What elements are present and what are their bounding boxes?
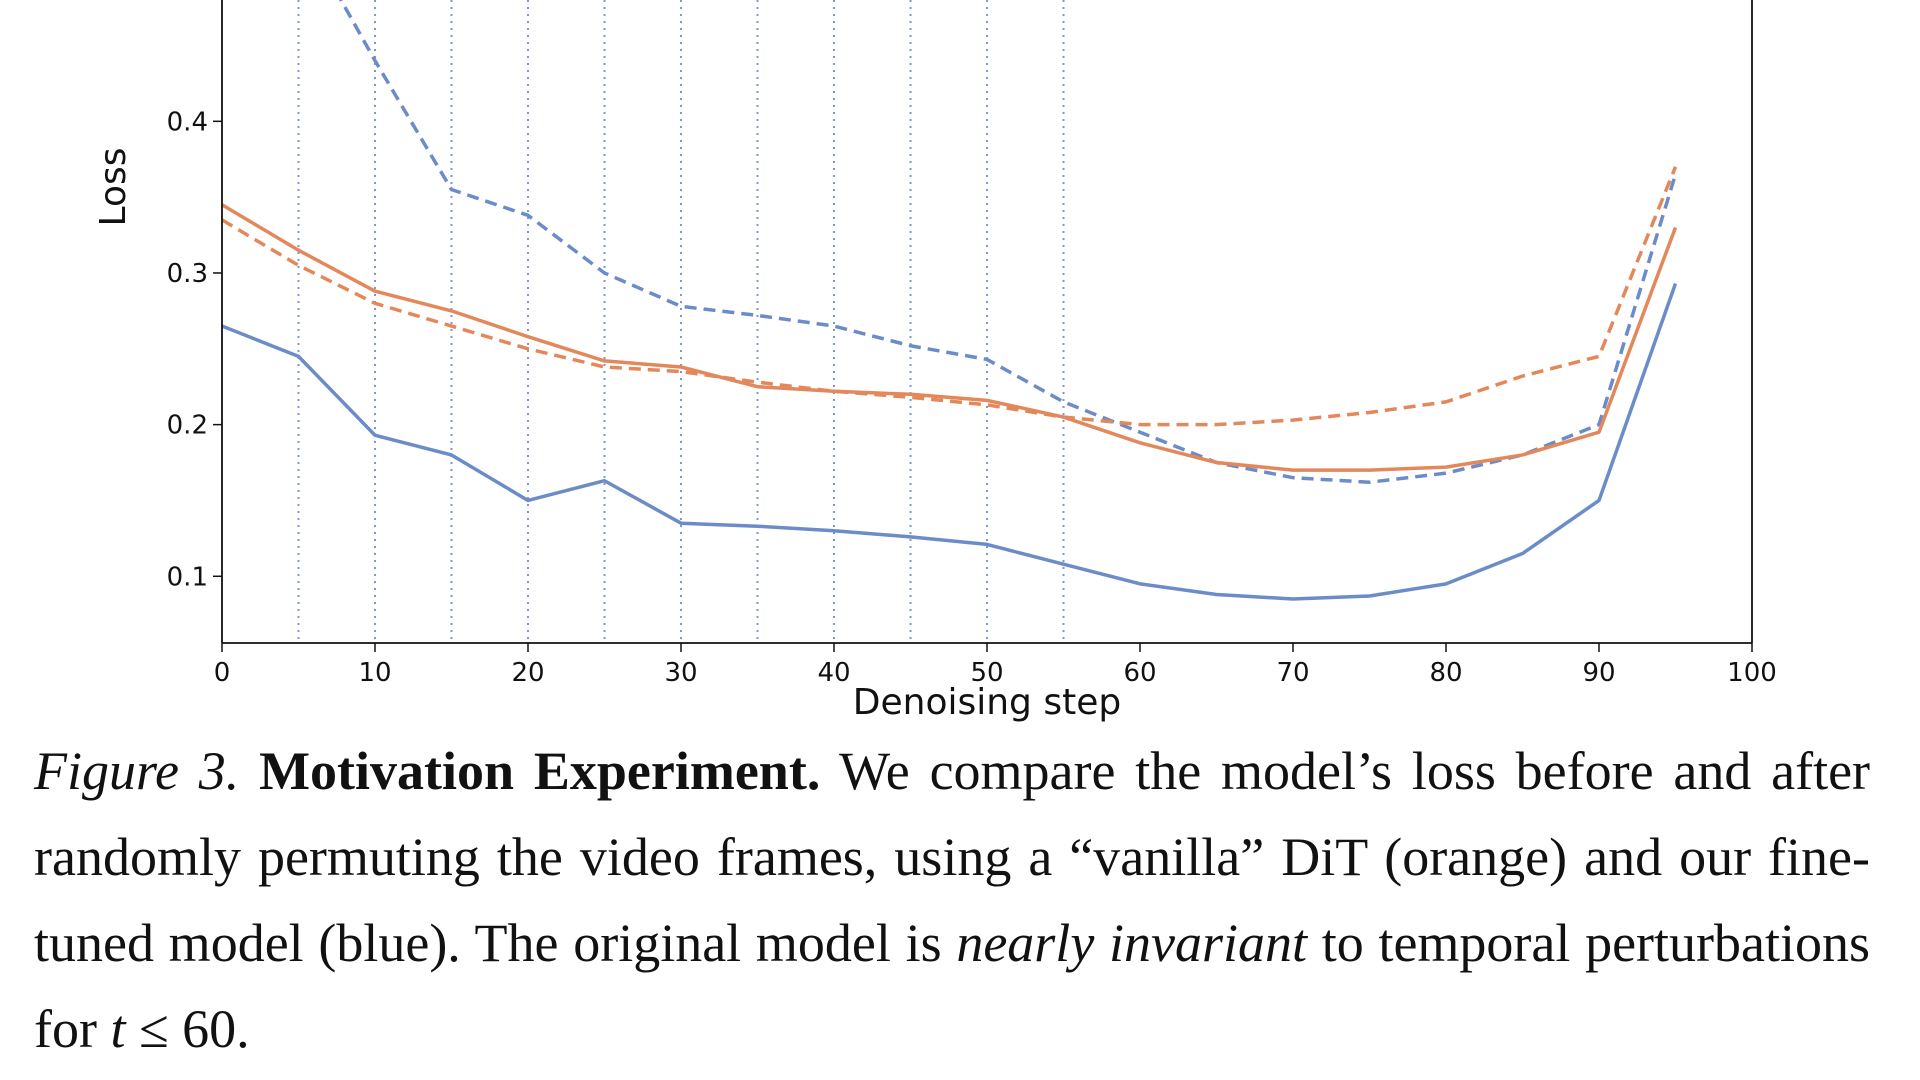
x-tick-label: 30: [664, 658, 697, 688]
x-tick-label: 70: [1276, 658, 1309, 688]
series-line: [222, 283, 1678, 601]
series-line: [222, 166, 1678, 427]
caption: Figure 3. Motivation Experiment. We comp…: [34, 728, 1870, 1072]
x-tick-label: 10: [358, 658, 391, 688]
caption-emphasis: nearly invariant: [956, 913, 1307, 973]
y-tick-label: 0.4: [167, 107, 208, 137]
y-tick-label: 0.2: [167, 411, 208, 441]
caption-condition: ≤ 60.: [138, 999, 250, 1059]
x-tick-label: 40: [817, 658, 850, 688]
y-axis-label: Loss: [93, 148, 134, 227]
x-axis-label: Denoising step: [853, 682, 1121, 723]
caption-text: to temporal perturbations for: [34, 913, 1871, 1059]
x-tick-label: 50: [970, 658, 1003, 688]
y-tick-label: 0.1: [167, 562, 208, 592]
x-tick-label: 0: [214, 658, 231, 688]
figure-label: Figure 3.: [34, 741, 240, 801]
series-line: [222, 203, 1678, 472]
y-tick-label: 0.3: [167, 259, 208, 289]
chart: Denoising step Loss 0.1 0.2 0.3 0.4 0 10 20 30 4…: [93, 0, 1777, 723]
x-tick-label: 100: [1727, 658, 1777, 688]
x-tick-label: 20: [511, 658, 544, 688]
series-line: [338, 0, 1678, 484]
x-tick-label: 60: [1123, 658, 1156, 688]
caption-title: Motivation Experiment.: [259, 741, 821, 801]
x-tick-label: 90: [1582, 658, 1615, 688]
plot-area: [222, 0, 1678, 643]
caption-text: We compare the model’s loss before and a…: [34, 741, 1871, 973]
x-tick-label: 80: [1429, 658, 1462, 688]
caption-variable: t: [110, 999, 126, 1059]
